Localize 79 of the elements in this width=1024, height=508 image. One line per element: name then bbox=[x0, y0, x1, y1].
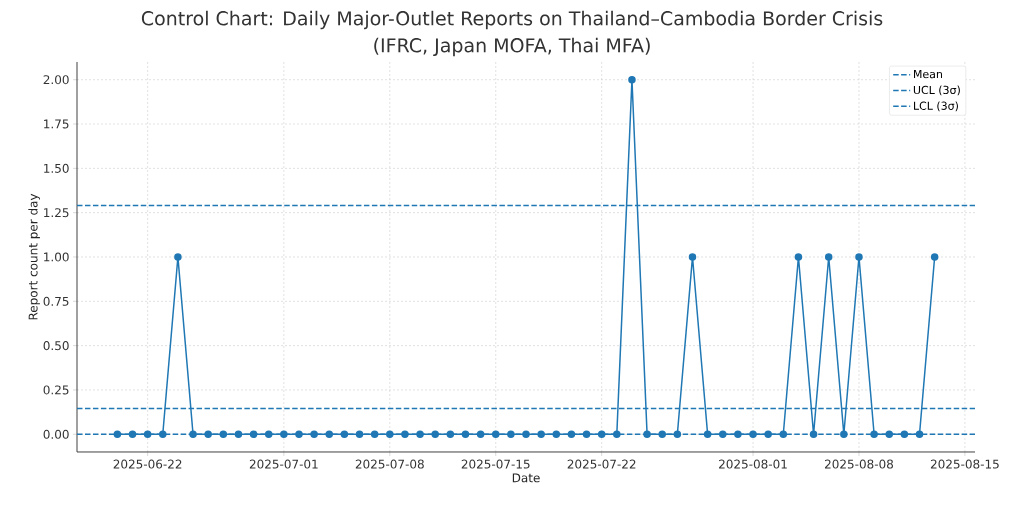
x-tick-label: 2025-07-01 bbox=[249, 459, 318, 469]
point bbox=[870, 430, 878, 439]
point bbox=[113, 430, 122, 439]
point bbox=[855, 253, 863, 261]
legend-label: UCL (3σ) bbox=[913, 85, 960, 96]
point bbox=[370, 430, 379, 439]
point bbox=[204, 430, 212, 439]
point bbox=[628, 75, 636, 84]
point bbox=[658, 430, 666, 439]
point bbox=[128, 430, 137, 439]
point bbox=[143, 430, 152, 439]
point bbox=[840, 430, 848, 439]
point bbox=[824, 253, 833, 261]
chart-title: Control Chart: Daily Major-Outlet Reports on Thailand–Cambodia Border Crisis bbox=[141, 10, 883, 30]
y-tick-label: 1.00 bbox=[44, 252, 69, 262]
y-tick-label: 1.75 bbox=[44, 119, 69, 129]
point bbox=[401, 430, 409, 439]
point bbox=[749, 430, 757, 439]
point bbox=[491, 430, 500, 439]
y-tick-label: 0.75 bbox=[43, 296, 69, 306]
y-axis-title: Report count per day bbox=[28, 193, 40, 320]
point bbox=[734, 430, 742, 439]
point bbox=[643, 430, 651, 439]
point bbox=[507, 430, 515, 439]
point bbox=[915, 430, 924, 439]
point bbox=[174, 253, 182, 261]
point bbox=[582, 430, 591, 439]
point bbox=[567, 430, 576, 439]
point bbox=[930, 253, 939, 261]
point bbox=[673, 430, 682, 439]
point bbox=[295, 430, 303, 439]
point bbox=[310, 430, 318, 439]
y-tick-label: 1.25 bbox=[44, 208, 69, 218]
x-tick-label: 2025-08-15 bbox=[930, 459, 999, 469]
legend-label: Mean bbox=[914, 70, 942, 79]
y-tick-label: 0.50 bbox=[43, 341, 69, 351]
point bbox=[249, 430, 258, 439]
point bbox=[446, 430, 455, 439]
point bbox=[340, 430, 349, 439]
point bbox=[794, 253, 803, 261]
point bbox=[537, 430, 545, 439]
x-tick-label: 2025-07-08 bbox=[355, 459, 424, 469]
point bbox=[900, 430, 909, 439]
point bbox=[431, 430, 439, 439]
point bbox=[597, 430, 606, 439]
point bbox=[355, 430, 364, 439]
point bbox=[159, 430, 167, 439]
point bbox=[809, 430, 818, 439]
x-tick-label: 2025-08-08 bbox=[824, 459, 894, 469]
point bbox=[779, 430, 788, 439]
point bbox=[522, 430, 530, 439]
point bbox=[703, 430, 712, 439]
point bbox=[264, 430, 273, 439]
point bbox=[280, 430, 288, 439]
point bbox=[189, 430, 197, 439]
x-tick-label: 2025-08-01 bbox=[719, 459, 787, 469]
point bbox=[461, 430, 470, 439]
point bbox=[719, 430, 727, 439]
x-axis-title: Date bbox=[512, 473, 540, 483]
point bbox=[219, 430, 228, 439]
x-tick-label: 2025-07-15 bbox=[461, 459, 530, 469]
point bbox=[325, 430, 334, 439]
point bbox=[416, 430, 424, 439]
y-tick-label: 0.00 bbox=[43, 429, 69, 439]
point bbox=[885, 430, 893, 439]
y-tick-label: 1.50 bbox=[44, 163, 69, 173]
point bbox=[234, 430, 243, 439]
point bbox=[688, 253, 697, 261]
legend-label: LCL (3σ) bbox=[914, 101, 958, 112]
point bbox=[552, 430, 561, 439]
x-tick-label: 2025-06-22 bbox=[113, 459, 182, 469]
y-tick-label: 0.25 bbox=[43, 385, 69, 395]
point bbox=[764, 430, 772, 439]
point bbox=[386, 430, 394, 439]
point bbox=[613, 430, 621, 439]
chart-subtitle: (IFRC, Japan MOFA, Thai MFA) bbox=[374, 37, 650, 57]
y-tick-label: 2.00 bbox=[43, 75, 69, 85]
point bbox=[476, 430, 485, 439]
x-tick-label: 2025-07-22 bbox=[567, 459, 636, 469]
